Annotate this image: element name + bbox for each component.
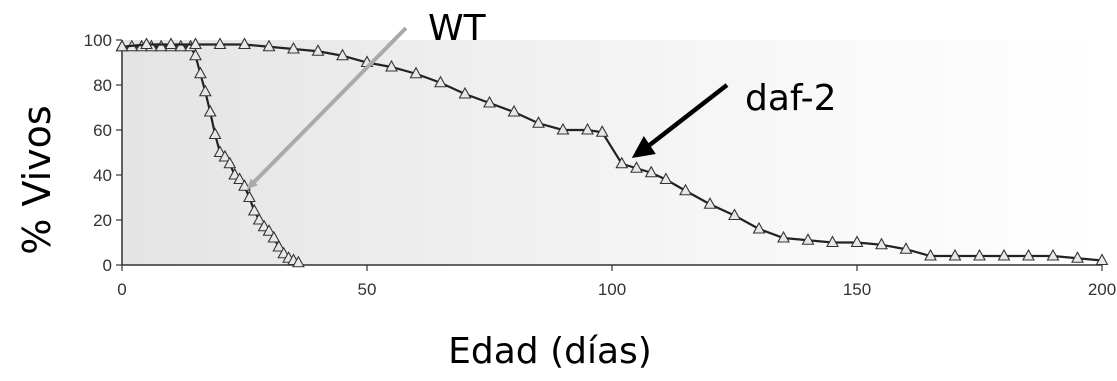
data-point-daf-2: [311, 44, 325, 56]
data-point-daf-2: [483, 95, 496, 108]
data-point-daf-2: [826, 235, 839, 248]
data-point-daf-2: [801, 233, 815, 245]
x-tick-label: 200: [1088, 280, 1116, 299]
data-point-wt: [198, 84, 212, 97]
data-point-wt: [189, 48, 202, 61]
data-point-daf-2: [630, 161, 643, 173]
data-point-daf-2: [336, 48, 349, 61]
data-point-daf-2: [140, 37, 153, 50]
data-point-daf-2: [973, 248, 986, 261]
data-point-daf-2: [777, 230, 790, 243]
data-point-daf-2: [189, 37, 202, 50]
data-point-daf-2: [728, 208, 741, 221]
data-point-daf-2: [924, 248, 937, 261]
data-point-daf-2: [556, 122, 570, 135]
data-point-wt: [208, 127, 222, 140]
data-point-daf-2: [752, 221, 766, 234]
data-point-daf-2: [899, 242, 913, 254]
annotation-layer: WT daf-2: [247, 8, 837, 189]
data-point-wt: [174, 39, 188, 52]
data-point-daf-2: [409, 66, 423, 79]
data-point-wt: [272, 239, 286, 252]
data-point-daf-2: [115, 39, 129, 52]
series-daf-2: [115, 37, 1109, 266]
x-tick-label: 100: [598, 280, 626, 299]
data-point-wt: [267, 230, 281, 243]
axes: 0 50 100 150 200 0 20 40 60 80 100: [84, 31, 1117, 299]
series-layer: [115, 37, 1109, 268]
data-point-daf-2: [1022, 248, 1035, 261]
data-point-wt: [238, 179, 251, 191]
data-point-daf-2: [997, 248, 1011, 261]
data-point-wt: [223, 156, 237, 169]
data-point-wt: [242, 190, 256, 203]
y-axis-title: % Vivos: [15, 105, 59, 254]
data-point-daf-2: [644, 165, 658, 178]
x-tick-label: 150: [843, 280, 871, 299]
data-point-wt: [247, 203, 261, 216]
annotation-wt-label: WT: [428, 8, 487, 49]
x-tick-label: 50: [358, 280, 377, 299]
data-point-daf-2: [507, 104, 521, 117]
data-point-daf-2: [238, 37, 251, 50]
data-point-wt: [218, 149, 232, 162]
data-point-daf-2: [262, 39, 276, 52]
x-axis-title: Edad (días): [448, 331, 652, 372]
data-point-wt: [193, 66, 207, 79]
y-tick-label: 80: [93, 76, 112, 95]
y-tick-label: 100: [84, 31, 112, 50]
y-tick-label: 40: [93, 166, 112, 185]
annotation-daf2-label: daf-2: [745, 78, 837, 119]
data-point-daf-2: [875, 237, 888, 250]
data-point-daf-2: [385, 59, 398, 72]
data-point-daf-2: [164, 37, 178, 50]
data-point-daf-2: [581, 122, 594, 135]
data-point-wt: [252, 212, 266, 225]
annotation-wt-arrow: [247, 26, 408, 189]
data-point-daf-2: [1095, 253, 1109, 266]
data-point-daf-2: [703, 197, 717, 209]
y-tick-label: 20: [93, 211, 112, 230]
x-tick-label: 0: [117, 280, 126, 299]
annotation-daf2-arrow-shaft: [644, 83, 729, 150]
data-point-wt: [154, 39, 168, 52]
data-point-wt: [203, 104, 217, 117]
data-point-daf-2: [532, 116, 545, 128]
data-point-wt: [233, 172, 247, 185]
annotation-daf2-arrow-head: [631, 136, 656, 158]
data-point-daf-2: [287, 41, 300, 54]
data-point-daf-2: [1046, 248, 1060, 261]
data-point-wt: [262, 224, 276, 236]
data-point-daf-2: [850, 235, 864, 248]
y-tick-label: 60: [93, 121, 112, 140]
data-point-daf-2: [948, 248, 962, 261]
data-point-daf-2: [659, 172, 673, 185]
data-point-daf-2: [458, 86, 472, 99]
y-tick-label: 0: [103, 256, 112, 275]
data-point-daf-2: [595, 125, 609, 137]
data-point-daf-2: [1071, 251, 1084, 263]
data-point-wt: [291, 255, 305, 268]
data-point-daf-2: [213, 37, 227, 50]
data-point-daf-2: [615, 156, 629, 169]
data-point-daf-2: [679, 183, 692, 196]
data-point-daf-2: [434, 75, 447, 88]
